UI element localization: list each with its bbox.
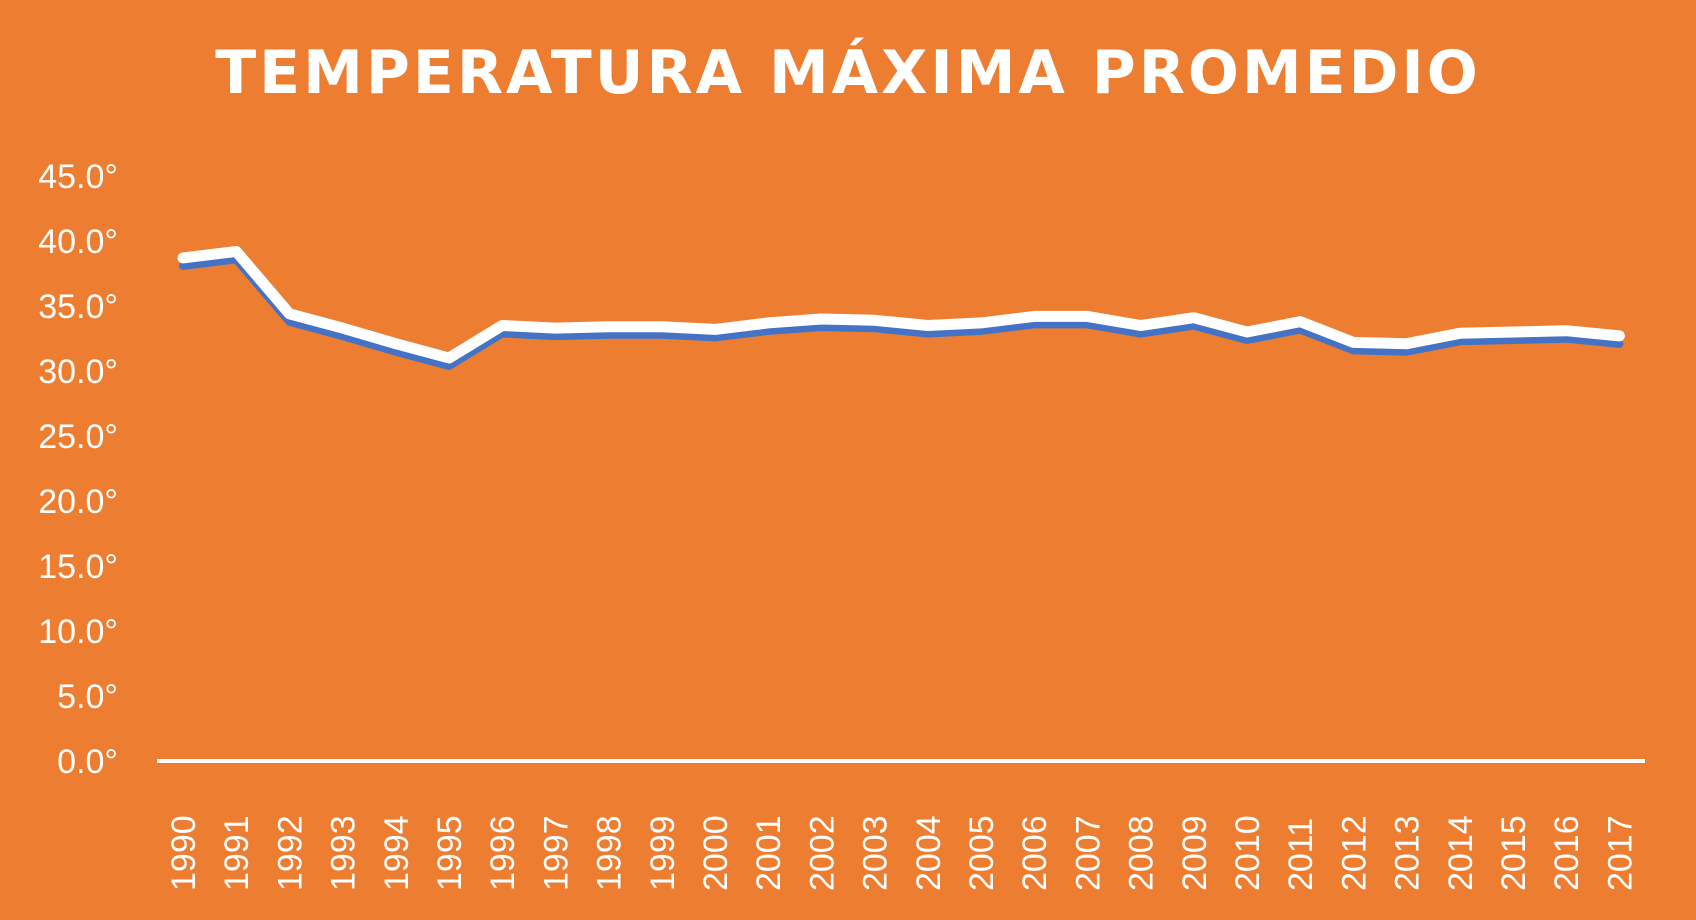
- x-tick-label: 2006: [1016, 815, 1054, 891]
- x-tick-label: 2016: [1548, 815, 1586, 891]
- x-tick-label: 2001: [750, 815, 788, 891]
- data-point: [1615, 332, 1623, 340]
- x-tick-label: 1995: [431, 815, 469, 891]
- x-tick-label: 2004: [910, 815, 948, 891]
- x-tick-label: 2011: [1282, 818, 1320, 891]
- data-point: [1403, 340, 1411, 348]
- x-tick-label: 1997: [537, 815, 575, 891]
- y-tick-label: 40.0°: [38, 223, 118, 261]
- x-tick-label: 2012: [1335, 815, 1373, 891]
- data-point: [1083, 312, 1091, 320]
- y-tick-label: 30.0°: [38, 353, 118, 391]
- y-tick-label: 0.0°: [57, 743, 118, 781]
- data-point: [339, 324, 347, 332]
- y-tick-label: 25.0°: [38, 418, 118, 456]
- data-point: [1562, 327, 1570, 335]
- data-point: [871, 316, 879, 324]
- data-point: [179, 254, 187, 262]
- y-tick-label: 15.0°: [38, 548, 118, 586]
- series-line: [177, 245, 1625, 364]
- data-point: [924, 322, 932, 330]
- x-tick-label: 2008: [1123, 815, 1161, 891]
- data-point: [817, 315, 825, 323]
- data-point: [392, 340, 400, 348]
- chart-title: TEMPERATURA MÁXIMA PROMEDIO: [215, 38, 1481, 108]
- data-point: [445, 354, 453, 362]
- x-tick-label: 1998: [591, 815, 629, 891]
- data-point: [1456, 329, 1464, 337]
- y-tick-label: 5.0°: [57, 678, 118, 716]
- data-point: [1243, 328, 1251, 336]
- x-tick-label: 2017: [1601, 815, 1639, 891]
- y-tick-label: 10.0°: [38, 613, 118, 651]
- x-tick-label: 2007: [1069, 815, 1107, 891]
- x-tick-label: 1991: [218, 815, 256, 891]
- data-point: [1349, 338, 1357, 346]
- data-point: [764, 319, 772, 327]
- x-tick-label: 1999: [644, 815, 682, 891]
- data-point: [232, 247, 240, 255]
- x-tick-label: 2013: [1389, 815, 1427, 891]
- x-tick-label: 2014: [1442, 815, 1480, 891]
- data-point: [711, 325, 719, 333]
- data-point: [658, 323, 666, 331]
- x-tick-label: 2009: [1176, 815, 1214, 891]
- data-point: [1030, 312, 1038, 320]
- x-tick-label: 1990: [165, 815, 203, 891]
- x-tick-label: 1996: [484, 815, 522, 891]
- data-point: [1190, 314, 1198, 322]
- x-tick-label: 2010: [1229, 815, 1267, 891]
- data-point: [1137, 322, 1145, 330]
- data-point: [1509, 328, 1517, 336]
- data-point: [285, 310, 293, 318]
- series-line-shadow: [179, 255, 1624, 370]
- x-tick-label: 2015: [1495, 815, 1533, 891]
- y-tick-label: 35.0°: [38, 288, 118, 326]
- x-tick-label: 1992: [271, 815, 309, 891]
- x-axis: 1990 1991 1992 1993 1994 1995 1996 1997 1998 1999…: [157, 759, 1645, 891]
- data-point: [498, 322, 506, 330]
- data-point: [605, 323, 613, 331]
- y-tick-label: 45.0°: [38, 158, 118, 196]
- y-axis: 0.0° 5.0° 10.0° 15.0° 20.0° 25.0° 30.0° 35.0° 40…: [38, 158, 118, 781]
- x-tick-label: 1993: [325, 815, 363, 891]
- x-tick-label: 1994: [378, 815, 416, 891]
- data-point: [551, 324, 559, 332]
- x-tick-label: 2000: [697, 815, 735, 891]
- y-tick-label: 20.0°: [38, 483, 118, 521]
- x-tick-label: 2003: [857, 815, 895, 891]
- data-point: [1296, 318, 1304, 326]
- drop-lines: [181, 251, 1621, 761]
- data-point: [977, 319, 985, 327]
- x-tick-label: 2002: [803, 815, 841, 891]
- x-tick-label: 2005: [963, 815, 1001, 891]
- series-layer: [177, 245, 1625, 370]
